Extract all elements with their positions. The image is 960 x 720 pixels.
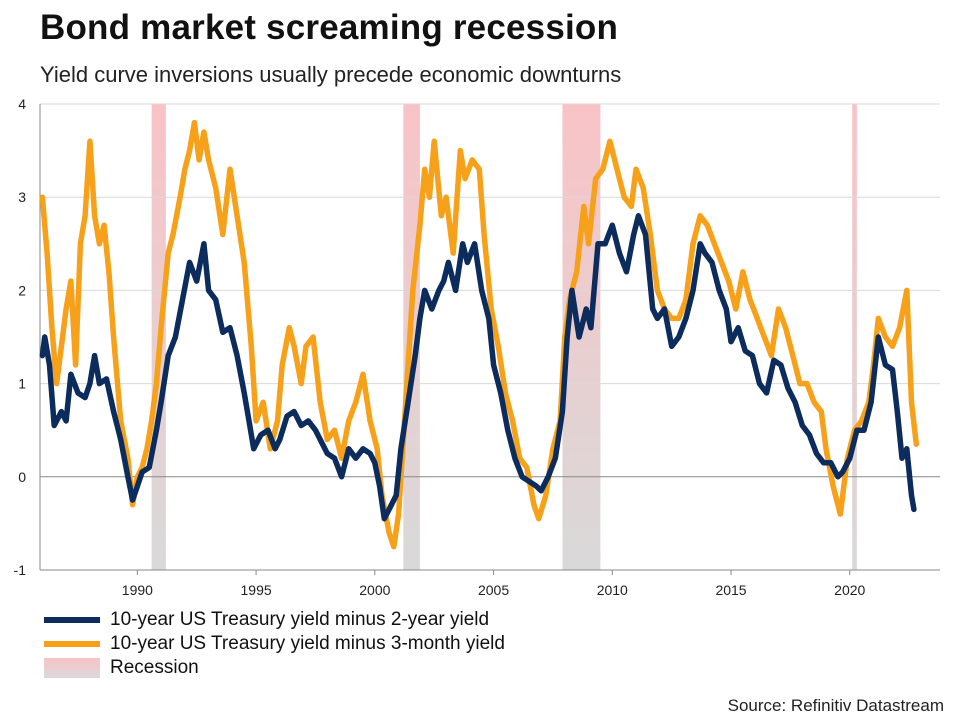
x-tick-label: 2020 (834, 582, 865, 598)
legend-label-recession: Recession (110, 656, 199, 678)
x-tick-label: 2000 (359, 582, 390, 598)
legend-item-recession: Recession (44, 656, 505, 679)
source-note: Source: Refinitiv Datastream (727, 696, 944, 715)
legend-swatch-recession (44, 657, 100, 678)
series-line-10y-minus-3m (39, 119, 920, 550)
legend-label-3m: 10-year US Treasury yield minus 3-month … (110, 632, 505, 654)
x-tick-label: 1995 (241, 582, 272, 598)
chart-subtitle: Yield curve inversions usually precede e… (40, 62, 622, 87)
legend-swatch-2y (44, 616, 100, 623)
chart-title: Bond market screaming recession (40, 8, 619, 47)
x-tick-label: 2005 (478, 582, 509, 598)
series-line-10y-minus-2y (39, 213, 917, 522)
legend-swatch-3m (44, 640, 100, 647)
recession-band-3 (852, 104, 857, 570)
y-tick-label: 0 (18, 469, 26, 485)
series-lines (39, 119, 920, 550)
y-tick-label: 2 (18, 282, 26, 298)
legend-label-2y: 10-year US Treasury yield minus 2-year y… (110, 608, 490, 630)
x-tick-label: 2010 (597, 582, 628, 598)
x-tick-label: 2015 (715, 582, 746, 598)
x-tick-label: 1990 (122, 582, 153, 598)
y-tick-label: 1 (18, 376, 26, 392)
y-tick-label: 4 (18, 96, 26, 112)
legend: 10-year US Treasury yield minus 2-year y… (44, 608, 505, 680)
y-tick-label: 3 (18, 189, 26, 205)
legend-item-3m: 10-year US Treasury yield minus 3-month … (44, 632, 505, 655)
y-tick-label: -1 (14, 562, 27, 578)
recession-bands (151, 104, 857, 570)
axes: -1 0 1 2 3 4 1990 1995 2000 2005 2010 2015 2020 (14, 96, 940, 598)
legend-item-2y: 10-year US Treasury yield minus 2-year y… (44, 608, 505, 631)
